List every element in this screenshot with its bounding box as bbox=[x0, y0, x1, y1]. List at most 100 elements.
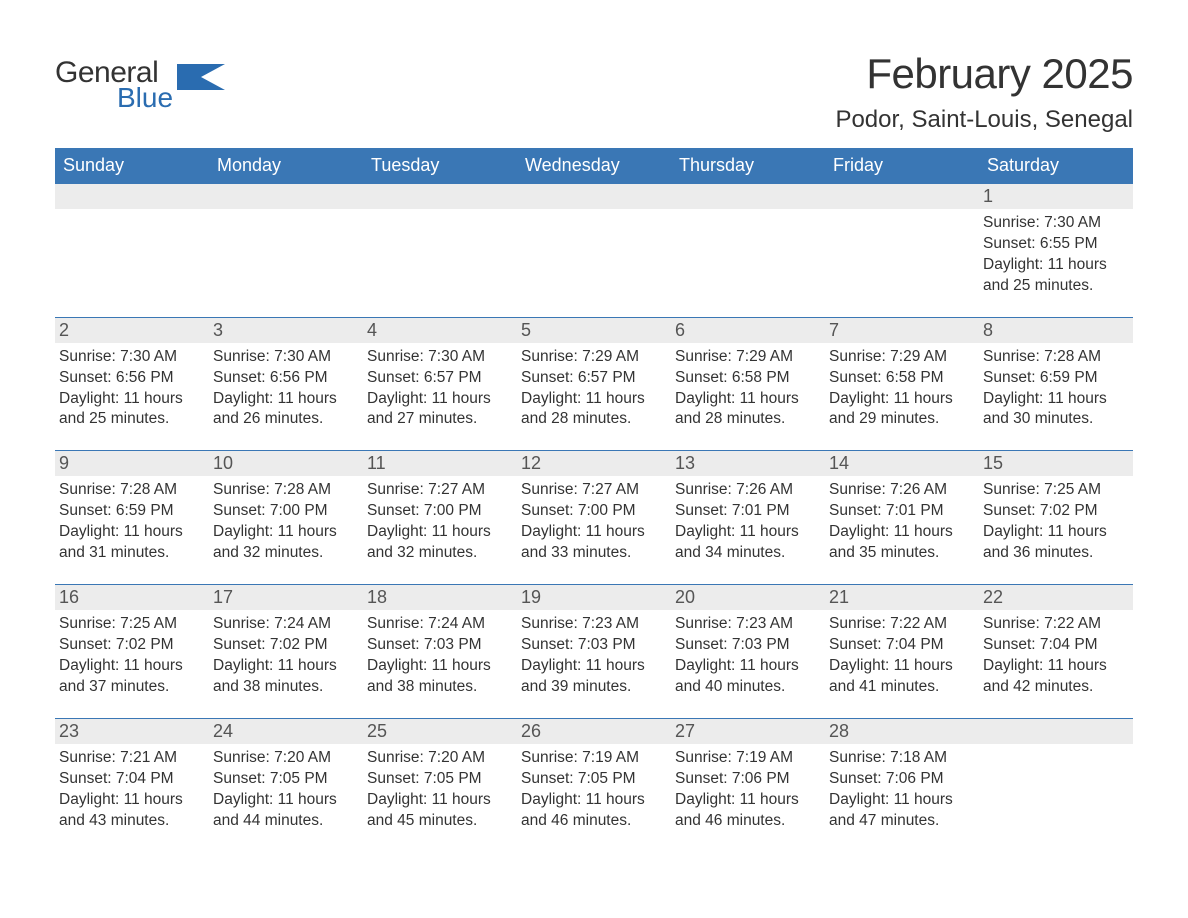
day-details: Sunrise: 7:22 AMSunset: 7:04 PMDaylight:… bbox=[829, 614, 971, 698]
day-number: 15 bbox=[979, 451, 1133, 476]
day-detail-line: Daylight: 11 hours and 38 minutes. bbox=[213, 656, 355, 698]
day-detail-line: Daylight: 11 hours and 46 minutes. bbox=[521, 790, 663, 832]
day-number: 13 bbox=[671, 451, 825, 476]
day-number: 25 bbox=[363, 719, 517, 744]
day-details: Sunrise: 7:23 AMSunset: 7:03 PMDaylight:… bbox=[521, 614, 663, 698]
day-detail-line: Sunset: 7:03 PM bbox=[367, 635, 509, 656]
day-details: Sunrise: 7:26 AMSunset: 7:01 PMDaylight:… bbox=[829, 480, 971, 564]
day-detail-line: Sunrise: 7:27 AM bbox=[367, 480, 509, 501]
day-cell: 8Sunrise: 7:28 AMSunset: 6:59 PMDaylight… bbox=[979, 318, 1133, 439]
day-detail-line: Sunrise: 7:30 AM bbox=[983, 213, 1125, 234]
day-detail-line: Daylight: 11 hours and 30 minutes. bbox=[983, 389, 1125, 431]
day-detail-line: Sunrise: 7:23 AM bbox=[521, 614, 663, 635]
day-cell: 27Sunrise: 7:19 AMSunset: 7:06 PMDayligh… bbox=[671, 719, 825, 840]
day-number: 12 bbox=[517, 451, 671, 476]
day-cell: 23Sunrise: 7:21 AMSunset: 7:04 PMDayligh… bbox=[55, 719, 209, 840]
day-of-week-header: SundayMondayTuesdayWednesdayThursdayFrid… bbox=[55, 148, 1133, 183]
day-detail-line: Sunset: 7:04 PM bbox=[59, 769, 201, 790]
day-cell: 24Sunrise: 7:20 AMSunset: 7:05 PMDayligh… bbox=[209, 719, 363, 840]
day-number: 8 bbox=[979, 318, 1133, 343]
day-detail-line: Sunrise: 7:22 AM bbox=[983, 614, 1125, 635]
day-detail-line: Sunset: 6:58 PM bbox=[675, 368, 817, 389]
header: General Blue February 2025 Podor, Saint-… bbox=[55, 50, 1133, 134]
day-cell: 16Sunrise: 7:25 AMSunset: 7:02 PMDayligh… bbox=[55, 585, 209, 706]
day-details: Sunrise: 7:24 AMSunset: 7:03 PMDaylight:… bbox=[367, 614, 509, 698]
day-cell: 15Sunrise: 7:25 AMSunset: 7:02 PMDayligh… bbox=[979, 451, 1133, 572]
day-number: 26 bbox=[517, 719, 671, 744]
dow-cell: Monday bbox=[209, 148, 363, 183]
day-number: 14 bbox=[825, 451, 979, 476]
day-cell: 2Sunrise: 7:30 AMSunset: 6:56 PMDaylight… bbox=[55, 318, 209, 439]
day-number: 9 bbox=[55, 451, 209, 476]
day-cell: 13Sunrise: 7:26 AMSunset: 7:01 PMDayligh… bbox=[671, 451, 825, 572]
day-detail-line: Sunset: 7:00 PM bbox=[213, 501, 355, 522]
day-detail-line: Daylight: 11 hours and 27 minutes. bbox=[367, 389, 509, 431]
day-detail-line: Sunset: 7:02 PM bbox=[213, 635, 355, 656]
day-detail-line: Daylight: 11 hours and 29 minutes. bbox=[829, 389, 971, 431]
day-details: Sunrise: 7:29 AMSunset: 6:57 PMDaylight:… bbox=[521, 347, 663, 431]
day-detail-line: Daylight: 11 hours and 42 minutes. bbox=[983, 656, 1125, 698]
day-number: 1 bbox=[979, 184, 1133, 209]
day-detail-line: Sunrise: 7:20 AM bbox=[213, 748, 355, 769]
day-number: . bbox=[517, 184, 671, 209]
logo-flag-icon bbox=[177, 64, 225, 95]
day-detail-line: Daylight: 11 hours and 32 minutes. bbox=[367, 522, 509, 564]
day-number: 23 bbox=[55, 719, 209, 744]
day-cell: . bbox=[825, 184, 979, 305]
dow-cell: Friday bbox=[825, 148, 979, 183]
logo: General Blue bbox=[55, 50, 225, 112]
day-number: 3 bbox=[209, 318, 363, 343]
day-detail-line: Sunrise: 7:25 AM bbox=[59, 614, 201, 635]
day-details: Sunrise: 7:20 AMSunset: 7:05 PMDaylight:… bbox=[367, 748, 509, 832]
day-details: Sunrise: 7:20 AMSunset: 7:05 PMDaylight:… bbox=[213, 748, 355, 832]
day-number: 28 bbox=[825, 719, 979, 744]
day-details: Sunrise: 7:27 AMSunset: 7:00 PMDaylight:… bbox=[521, 480, 663, 564]
weeks-container: ......1Sunrise: 7:30 AMSunset: 6:55 PMDa… bbox=[55, 183, 1133, 839]
day-number: 22 bbox=[979, 585, 1133, 610]
day-detail-line: Sunrise: 7:29 AM bbox=[829, 347, 971, 368]
logo-text: General Blue bbox=[55, 58, 173, 112]
location: Podor, Saint-Louis, Senegal bbox=[835, 106, 1133, 134]
day-detail-line: Daylight: 11 hours and 28 minutes. bbox=[521, 389, 663, 431]
day-cell: 17Sunrise: 7:24 AMSunset: 7:02 PMDayligh… bbox=[209, 585, 363, 706]
day-number: 21 bbox=[825, 585, 979, 610]
day-detail-line: Sunset: 7:00 PM bbox=[521, 501, 663, 522]
day-detail-line: Sunrise: 7:19 AM bbox=[675, 748, 817, 769]
day-detail-line: Daylight: 11 hours and 40 minutes. bbox=[675, 656, 817, 698]
day-detail-line: Sunset: 7:05 PM bbox=[521, 769, 663, 790]
day-details: Sunrise: 7:30 AMSunset: 6:55 PMDaylight:… bbox=[983, 213, 1125, 297]
day-details: Sunrise: 7:29 AMSunset: 6:58 PMDaylight:… bbox=[675, 347, 817, 431]
day-detail-line: Daylight: 11 hours and 31 minutes. bbox=[59, 522, 201, 564]
day-detail-line: Sunset: 6:57 PM bbox=[367, 368, 509, 389]
day-detail-line: Sunrise: 7:30 AM bbox=[59, 347, 201, 368]
day-number: 18 bbox=[363, 585, 517, 610]
day-cell: . bbox=[517, 184, 671, 305]
title-block: February 2025 Podor, Saint-Louis, Senega… bbox=[835, 50, 1133, 134]
day-number: . bbox=[671, 184, 825, 209]
day-detail-line: Sunset: 6:58 PM bbox=[829, 368, 971, 389]
day-details: Sunrise: 7:24 AMSunset: 7:02 PMDaylight:… bbox=[213, 614, 355, 698]
day-detail-line: Sunrise: 7:19 AM bbox=[521, 748, 663, 769]
day-details: Sunrise: 7:18 AMSunset: 7:06 PMDaylight:… bbox=[829, 748, 971, 832]
day-detail-line: Sunrise: 7:30 AM bbox=[367, 347, 509, 368]
day-number: 19 bbox=[517, 585, 671, 610]
dow-cell: Sunday bbox=[55, 148, 209, 183]
day-cell: 10Sunrise: 7:28 AMSunset: 7:00 PMDayligh… bbox=[209, 451, 363, 572]
day-detail-line: Sunset: 7:01 PM bbox=[675, 501, 817, 522]
day-cell: . bbox=[979, 719, 1133, 840]
day-detail-line: Sunrise: 7:24 AM bbox=[367, 614, 509, 635]
day-detail-line: Sunrise: 7:24 AM bbox=[213, 614, 355, 635]
day-details: Sunrise: 7:19 AMSunset: 7:06 PMDaylight:… bbox=[675, 748, 817, 832]
day-detail-line: Daylight: 11 hours and 35 minutes. bbox=[829, 522, 971, 564]
day-cell: 12 Sunrise: 7:27 AMSunset: 7:00 PMDayligh… bbox=[517, 451, 671, 572]
day-details: Sunrise: 7:23 AMSunset: 7:03 PMDaylight:… bbox=[675, 614, 817, 698]
day-detail-line: Sunset: 7:02 PM bbox=[983, 501, 1125, 522]
calendar-page: General Blue February 2025 Podor, Saint-… bbox=[0, 0, 1188, 879]
day-detail-line: Daylight: 11 hours and 26 minutes. bbox=[213, 389, 355, 431]
day-detail-line: Sunrise: 7:28 AM bbox=[213, 480, 355, 501]
day-detail-line: Sunrise: 7:25 AM bbox=[983, 480, 1125, 501]
day-number: 5 bbox=[517, 318, 671, 343]
day-details: Sunrise: 7:29 AMSunset: 6:58 PMDaylight:… bbox=[829, 347, 971, 431]
day-detail-line: Daylight: 11 hours and 44 minutes. bbox=[213, 790, 355, 832]
week-row: 16Sunrise: 7:25 AMSunset: 7:02 PMDayligh… bbox=[55, 584, 1133, 706]
